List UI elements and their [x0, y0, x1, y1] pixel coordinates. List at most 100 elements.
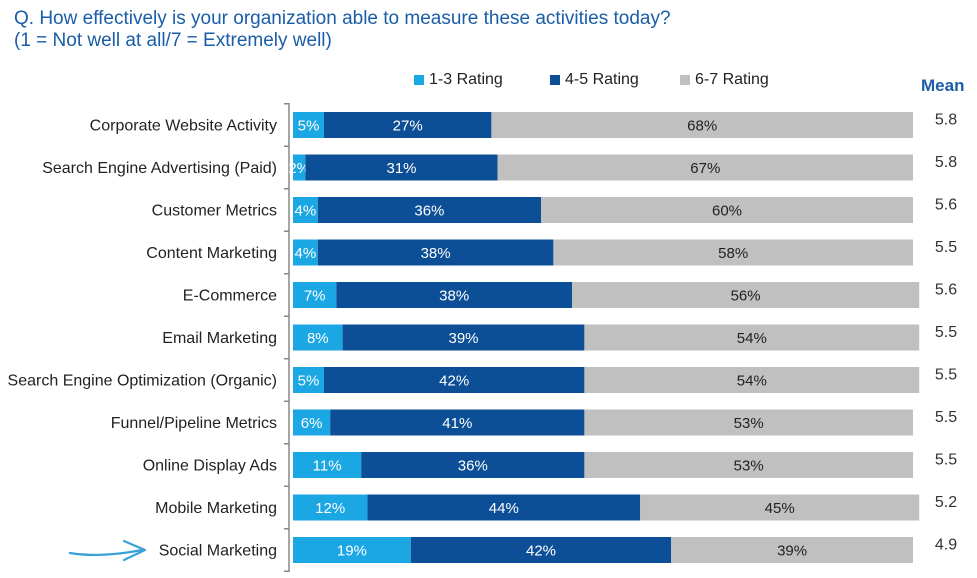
legend-item-mid: 4-5 Rating — [550, 71, 639, 89]
data-label-high: 54% — [737, 330, 767, 347]
bar-high — [640, 494, 920, 521]
legend-swatch-high — [680, 75, 690, 85]
legend-label-low: 1-3 Rating — [429, 71, 503, 88]
bar-mid — [330, 409, 585, 436]
mean-value: 5.5 — [935, 367, 957, 384]
bar-low — [293, 367, 324, 393]
mean-column-header: Mean — [921, 76, 965, 95]
bar-mid — [324, 367, 585, 393]
bar-mid — [342, 324, 585, 351]
data-label-high: 60% — [712, 203, 742, 220]
bar-mid — [324, 112, 492, 138]
bar-mid — [410, 537, 672, 563]
category-label: Social Marketing — [159, 543, 277, 560]
category-label: Email Marketing — [162, 330, 277, 347]
mean-value: 5.5 — [935, 409, 957, 426]
category-label: Search Engine Advertising (Paid) — [42, 160, 277, 177]
legend-swatch-low — [414, 75, 424, 85]
data-label-low: 7% — [304, 288, 326, 305]
data-label-high: 67% — [690, 160, 720, 177]
data-label-mid: 36% — [414, 203, 444, 220]
bar-mid — [336, 282, 572, 308]
data-label-mid: 39% — [448, 330, 478, 347]
bar-low — [293, 409, 331, 436]
category-label: Customer Metrics — [152, 203, 277, 220]
legend: 1-3 Rating 4-5 Rating 6-7 Rating — [0, 71, 977, 91]
data-label-mid: 41% — [442, 415, 472, 432]
bar-low — [293, 494, 368, 521]
bar-mid — [361, 452, 585, 478]
mean-value: 5.8 — [935, 154, 957, 171]
mean-value: 5.2 — [935, 494, 957, 511]
bar-high — [497, 154, 913, 181]
bar-high — [572, 282, 920, 308]
bar-low — [293, 537, 411, 563]
title-line-1: Q. How effectively is your organization … — [14, 8, 671, 29]
data-label-low: 5% — [298, 118, 320, 135]
category-label: Content Marketing — [146, 245, 277, 262]
bar-high — [671, 537, 913, 563]
bar-low — [293, 452, 362, 478]
data-label-high: 45% — [765, 500, 795, 517]
data-label-low: 5% — [298, 373, 320, 390]
mean-value: 5.8 — [935, 112, 957, 129]
data-label-low: 4% — [295, 203, 317, 220]
mean-value: 4.9 — [935, 537, 957, 554]
bar-low — [293, 282, 337, 308]
bar-mid — [305, 154, 498, 181]
legend-item-high: 6-7 Rating — [680, 71, 769, 89]
category-label: E-Commerce — [183, 288, 277, 305]
bar-mid — [317, 239, 554, 266]
mean-value: 5.5 — [935, 452, 957, 469]
legend-swatch-mid — [550, 75, 560, 85]
mean-value: 5.6 — [935, 197, 957, 214]
data-label-low: 4% — [295, 245, 317, 262]
bar-low — [293, 324, 343, 351]
category-label: Search Engine Optimization (Organic) — [8, 373, 277, 390]
data-label-high: 53% — [734, 458, 764, 475]
data-label-mid: 38% — [439, 288, 469, 305]
category-label: Funnel/Pipeline Metrics — [111, 415, 277, 432]
chart-title: Q. How effectively is your organization … — [14, 8, 671, 52]
data-label-low: 12% — [315, 500, 345, 517]
data-label-mid: 38% — [421, 245, 451, 262]
bar-high — [584, 452, 913, 478]
data-label-mid: 27% — [393, 118, 423, 135]
data-label-mid: 42% — [439, 373, 469, 390]
data-label-high: 53% — [734, 415, 764, 432]
title-line-2: (1 = Not well at all/7 = Extremely well) — [14, 30, 332, 51]
legend-label-mid: 4-5 Rating — [565, 71, 639, 88]
bar-high — [491, 112, 913, 138]
category-label: Mobile Marketing — [155, 500, 277, 517]
mean-value: 5.6 — [935, 282, 957, 299]
bar-mid — [317, 197, 541, 223]
category-label: Corporate Website Activity — [90, 118, 277, 135]
bar-high — [584, 367, 920, 393]
data-label-high: 56% — [731, 288, 761, 305]
bar-low — [293, 154, 306, 181]
data-label-high: 58% — [718, 245, 748, 262]
data-label-high: 39% — [777, 543, 807, 560]
data-label-low: 11% — [313, 458, 342, 475]
data-label-high: 54% — [737, 373, 767, 390]
bar-low — [293, 112, 324, 138]
bar-low — [293, 239, 318, 266]
data-label-low: 6% — [301, 415, 323, 432]
data-label-mid: 31% — [386, 160, 416, 177]
data-label-low: 2% — [288, 160, 310, 177]
data-label-low: 19% — [337, 543, 367, 560]
category-label: Online Display Ads — [143, 458, 277, 475]
bar-low — [293, 197, 318, 223]
data-label-mid: 42% — [526, 543, 556, 560]
bar-mid — [367, 494, 641, 521]
bar-high — [584, 324, 920, 351]
legend-item-low: 1-3 Rating — [414, 71, 503, 89]
bar-high — [541, 197, 913, 223]
bar-high — [553, 239, 913, 266]
bar-high — [584, 409, 913, 436]
data-label-mid: 36% — [458, 458, 488, 475]
mean-value: 5.5 — [935, 239, 957, 256]
data-label-low: 8% — [307, 330, 329, 347]
